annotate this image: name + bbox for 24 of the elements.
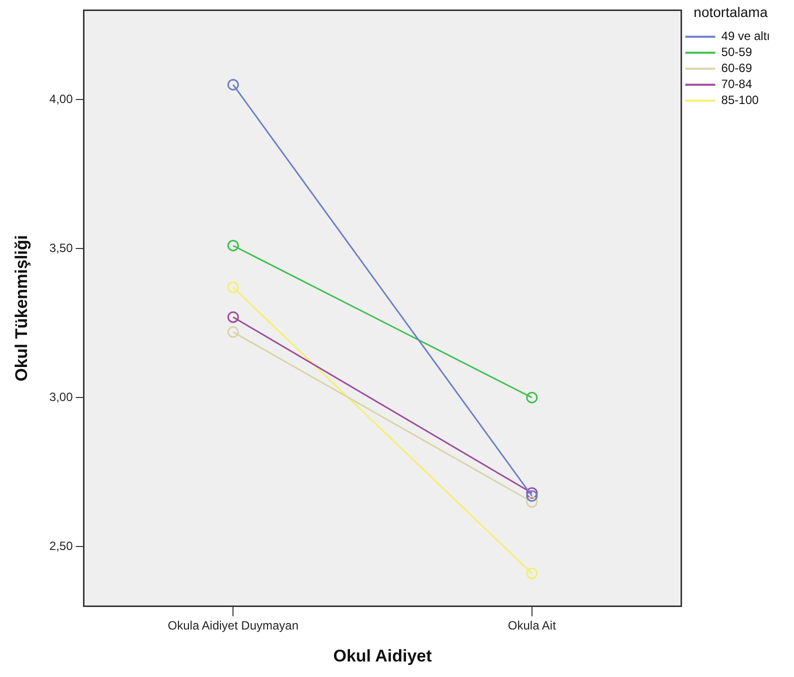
x-tick-label: Okula Aidiyet Duymayan bbox=[168, 618, 299, 633]
point bbox=[526, 490, 538, 502]
y-tick-label: 4,00 bbox=[49, 92, 74, 106]
point bbox=[227, 311, 239, 323]
legend-label: 50-59 bbox=[721, 45, 752, 60]
point bbox=[227, 326, 239, 338]
legend-label: 49 ve altı bbox=[721, 29, 770, 44]
y-tick-label: 3,00 bbox=[49, 390, 74, 404]
point bbox=[526, 392, 538, 404]
legend-label: 85-100 bbox=[721, 93, 759, 108]
legend-title: notortalama bbox=[694, 4, 768, 20]
y-tick-label: 3,50 bbox=[49, 240, 74, 255]
point bbox=[227, 240, 239, 252]
point bbox=[227, 282, 239, 294]
legend-label: 70-84 bbox=[721, 77, 752, 92]
point bbox=[227, 78, 239, 90]
point bbox=[526, 496, 538, 508]
y-tick-label: 2,50 bbox=[49, 538, 74, 553]
legend-label: 60-69 bbox=[721, 61, 752, 76]
x-axis-title: Okul Aidiyet bbox=[333, 646, 432, 666]
x-tick-label: Okula Ait bbox=[508, 618, 557, 633]
y-axis-title: Okul Tükenmişliği bbox=[12, 234, 31, 382]
point bbox=[526, 487, 538, 499]
point bbox=[526, 568, 538, 580]
